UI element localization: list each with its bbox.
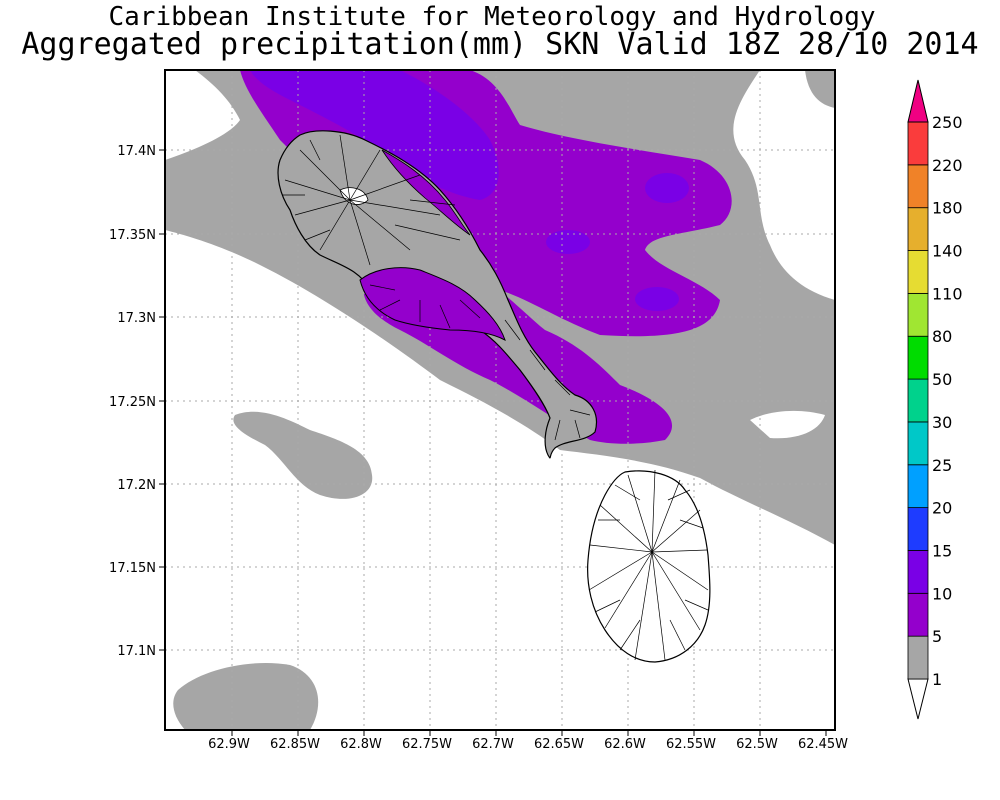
island-st-kitts [277,130,597,459]
legend-label: 220 [932,156,963,175]
legend-swatch [907,292,929,337]
title-line-2: Aggregated precipitation(mm) SKN Valid 1… [21,27,979,62]
y-tick-label: 17.25N [109,395,156,410]
precip-patch-10-15mm-c [635,287,679,311]
precip-patch-10-15mm-a [645,173,689,203]
legend-swatch [907,507,929,551]
island-nevis [587,469,711,663]
y-tick-label: 17.15N [109,561,156,576]
y-tick-label: 17.1N [117,644,156,659]
legend-swatch [907,378,929,423]
y-tick-label: 17.3N [117,311,156,326]
legend-label: 250 [932,113,963,132]
x-tick-label: 62.85W [270,737,320,752]
tick-marks [159,149,827,736]
legend-swatch [907,550,929,594]
precip-patch-10-15mm-nw [250,70,499,200]
x-tick-label: 62.5W [736,737,778,752]
legend-label: 15 [932,541,952,560]
x-tick-label: 62.75W [402,737,452,752]
legend-label: 30 [932,413,952,432]
x-tick-label: 62.65W [534,737,584,752]
legend-arrow-high [907,79,929,123]
legend-swatch [907,592,929,637]
clear-gap-ne-corner [805,70,835,108]
y-tick-label: 17.4N [117,144,156,159]
legend-swatch [907,164,929,209]
precip-blob-sw [173,662,319,730]
x-tick-label: 62.8W [340,737,382,752]
title-line-1: Caribbean Institute for Meteorology and … [108,2,876,32]
legend-label: 110 [932,284,963,303]
legend-label: 1 [932,670,942,689]
legend-label: 10 [932,584,952,603]
x-tick-label: 62.45W [798,737,848,752]
precipitation-field [165,70,835,730]
legend-label: 180 [932,199,963,218]
map-frame [164,69,836,731]
legend-swatch [907,464,929,509]
legend-label: 80 [932,327,952,346]
x-tick-label: 62.6W [604,737,646,752]
legend-label: 20 [932,499,952,518]
legend-label: 25 [932,456,952,475]
legend-label: 5 [932,627,942,646]
precip-blob-west [233,411,373,499]
legend-label: 50 [932,370,952,389]
y-tick-label: 17.2N [117,478,156,493]
x-tick-label: 62.9W [208,737,250,752]
legend-swatch [907,421,929,466]
legend-swatch [907,207,929,251]
legend-swatch [907,335,929,380]
clear-gap-nw [165,70,240,160]
clear-gap-east [750,410,825,439]
x-tick-label: 62.55W [666,737,716,752]
x-tick-label: 62.7W [472,737,514,752]
legend-arrow-low [907,678,929,720]
x-axis-labels: 62.9W 62.85W 62.8W 62.75W 62.7W 62.65W 6… [208,737,848,752]
y-axis-labels: 17.4N 17.35N 17.3N 17.25N 17.2N 17.15N 1… [109,144,156,659]
legend-swatch [907,250,929,294]
y-tick-label: 17.35N [109,228,156,243]
clear-gap-ne [733,70,835,300]
precip-patch-10-15mm-b [546,230,590,254]
legend-swatch [907,121,929,166]
legend-swatch [907,635,929,680]
legend-label: 140 [932,242,963,261]
